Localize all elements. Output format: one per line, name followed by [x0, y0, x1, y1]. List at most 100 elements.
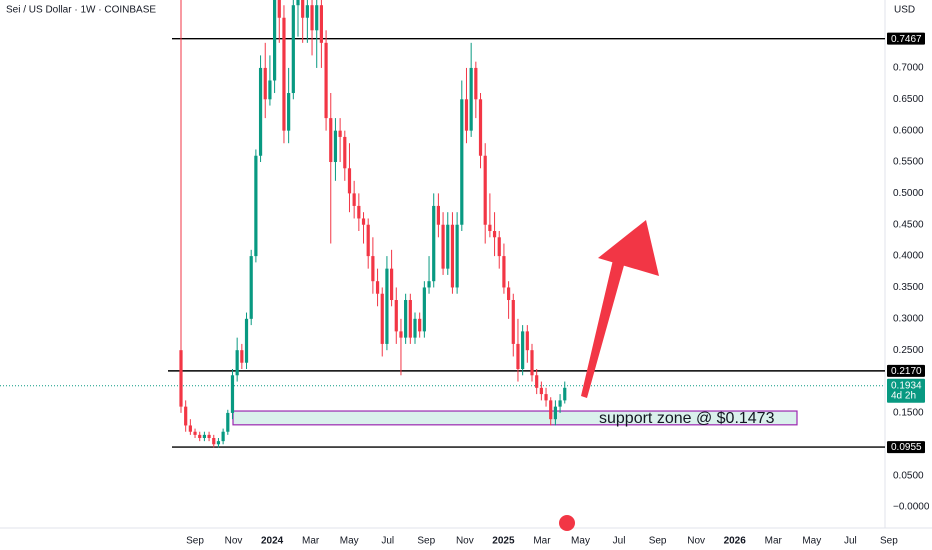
y-tick-label: 0.3000	[893, 313, 924, 324]
candle-body	[301, 0, 305, 18]
candle-body	[394, 300, 398, 332]
current-price-label: 0.1934	[891, 380, 922, 391]
level-label: 0.7467	[891, 34, 922, 45]
y-tick-label: 0.4500	[893, 219, 924, 230]
x-tick-label: May	[571, 536, 590, 547]
candle-body	[287, 93, 291, 131]
candle-body	[273, 0, 277, 81]
level-label: 0.0955	[891, 442, 922, 453]
candle-body	[338, 130, 342, 137]
candle-body	[530, 350, 534, 376]
x-tick-label: Sep	[649, 536, 667, 547]
y-tick-label: −0.0000	[893, 502, 930, 513]
candle-body	[329, 118, 333, 163]
candle-body	[249, 256, 253, 319]
candle-body	[516, 343, 520, 370]
candle-body	[198, 434, 202, 439]
candle-body	[347, 168, 352, 194]
candle-body	[469, 67, 473, 131]
y-tick-label: 0.1500	[893, 408, 924, 419]
y-tick-label: 0.5000	[893, 188, 924, 199]
candle-body	[563, 387, 567, 401]
x-tick-label: Jul	[381, 536, 394, 547]
x-tick-label: Jul	[613, 536, 626, 547]
candle-body	[558, 400, 562, 407]
candle-body	[441, 224, 445, 269]
candle-body	[521, 331, 525, 370]
candle-body	[497, 237, 501, 257]
candle-body	[179, 350, 183, 407]
y-tick-label: 0.3500	[893, 282, 924, 293]
candle-body	[343, 136, 347, 169]
candle-body	[390, 268, 394, 301]
currency: USD	[894, 5, 915, 16]
candle-body	[427, 281, 431, 288]
x-tick-label: Sep	[417, 536, 435, 547]
candle-body	[291, 5, 295, 94]
candle-body	[319, 5, 323, 43]
x-tick-label: Nov	[687, 536, 705, 547]
current-price-box	[887, 378, 925, 403]
candle-body	[492, 231, 497, 238]
countdown-label: 4d 2h	[891, 390, 916, 401]
arrow-shaft	[581, 247, 628, 398]
candle-body	[450, 224, 455, 288]
candle-body	[525, 331, 529, 351]
x-tick-label: 2024	[261, 536, 284, 547]
level-label-box	[887, 32, 925, 45]
candle-body	[254, 155, 258, 257]
candle-body	[263, 67, 267, 100]
candle-body	[282, 17, 286, 131]
candle-body	[455, 224, 459, 288]
candle-body	[483, 155, 487, 225]
candle-body	[511, 300, 515, 344]
candle-body	[226, 412, 230, 432]
candle-body	[478, 99, 483, 156]
y-tick-label: 0.6000	[893, 125, 924, 136]
candle-body	[184, 406, 188, 426]
candle-body	[422, 287, 426, 332]
y-tick-label: 0.6500	[893, 94, 924, 105]
candle-body	[202, 434, 206, 439]
x-tick-label: May	[802, 536, 821, 547]
candle-body	[230, 375, 235, 413]
candle-body	[432, 205, 436, 282]
x-tick-label: Sep	[186, 536, 204, 547]
candle-body	[188, 425, 192, 432]
red-arrow	[581, 220, 659, 398]
x-tick-label: Mar	[533, 536, 551, 547]
candle-body	[535, 375, 539, 388]
candle-body	[488, 224, 492, 232]
candle-body	[366, 224, 370, 257]
candle-body	[380, 293, 384, 344]
x-tick-label: 2026	[724, 536, 747, 547]
arrow-head	[598, 220, 659, 276]
y-tick-label: 0.2500	[893, 345, 924, 356]
candle-body	[193, 431, 197, 435]
candle-body	[268, 80, 272, 100]
candle-body	[464, 99, 469, 131]
candle-body	[507, 287, 511, 301]
candle-body	[502, 256, 506, 288]
y-tick-label: 0.4000	[893, 251, 924, 262]
candle-body	[418, 318, 422, 332]
candle-body	[361, 218, 366, 225]
x-tick-label: Nov	[225, 536, 243, 547]
y-tick-label: 0.0500	[893, 470, 924, 481]
candle-body	[258, 67, 263, 156]
candle-body	[216, 441, 221, 445]
candle-body	[375, 281, 380, 294]
candle-body	[549, 400, 553, 420]
level-label: 0.2170	[891, 366, 922, 377]
x-tick-label: Sep	[880, 536, 898, 547]
candle-body	[553, 406, 557, 420]
candle-body	[305, 5, 309, 18]
level-label-box	[887, 364, 925, 377]
x-tick-label: Nov	[456, 536, 474, 547]
logo	[559, 515, 575, 531]
candle-body	[413, 318, 417, 338]
candle-body	[315, 5, 319, 31]
candle-body	[240, 350, 244, 363]
x-tick-label: May	[340, 536, 359, 547]
